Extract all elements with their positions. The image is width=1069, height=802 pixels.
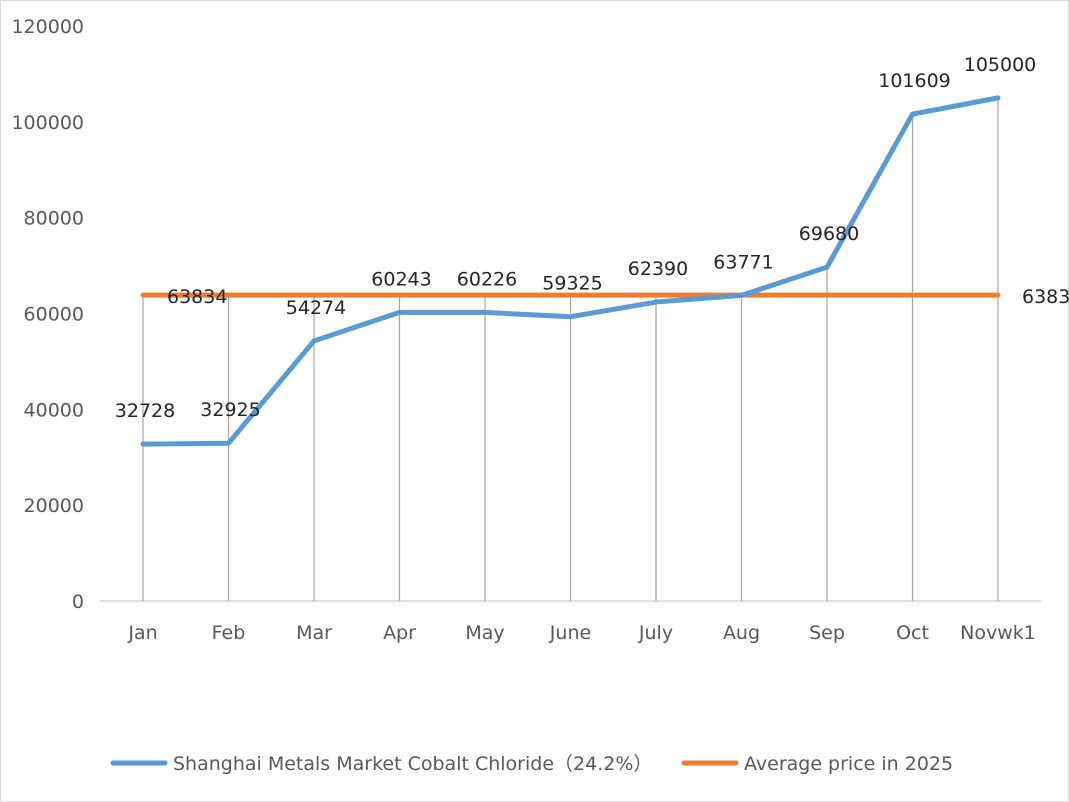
cobalt-chloride-line bbox=[140, 95, 1001, 447]
data-label: 62390 bbox=[628, 258, 688, 280]
data-label: 105000 bbox=[964, 54, 1037, 76]
x-tick-label: Aug bbox=[723, 622, 760, 644]
y-tick-label: 120000 bbox=[11, 16, 84, 38]
data-label: 59325 bbox=[542, 273, 602, 295]
x-tick-label: Feb bbox=[212, 622, 246, 644]
y-tick-label: 100000 bbox=[11, 112, 84, 134]
x-tick-label: May bbox=[465, 622, 504, 644]
data-label: 32728 bbox=[115, 400, 175, 422]
data-label: 69680 bbox=[799, 223, 859, 245]
data-label: 32925 bbox=[200, 399, 260, 421]
average-data-label: 63834 bbox=[1022, 286, 1069, 308]
y-tick-label: 40000 bbox=[24, 399, 84, 421]
data-label: 60243 bbox=[371, 268, 431, 290]
data-label: 63771 bbox=[713, 251, 773, 273]
data-label: 101609 bbox=[878, 70, 951, 92]
average-data-label: 63834 bbox=[167, 286, 227, 308]
legend-label-cobalt: Shanghai Metals Market Cobalt Chloride（2… bbox=[173, 753, 652, 775]
y-tick-label: 60000 bbox=[24, 304, 84, 326]
x-tick-label: Novwk1 bbox=[960, 622, 1036, 644]
y-tick-label: 20000 bbox=[24, 495, 84, 517]
x-tick-label: Oct bbox=[896, 622, 929, 644]
x-tick-label: Apr bbox=[383, 622, 416, 644]
y-tick-label: 80000 bbox=[24, 208, 84, 230]
legend-label-average: Average price in 2025 bbox=[744, 753, 953, 775]
x-tick-label: Sep bbox=[809, 622, 845, 644]
data-label: 60226 bbox=[457, 268, 517, 290]
x-tick-label: Mar bbox=[296, 622, 332, 644]
y-tick-label: 0 bbox=[72, 591, 84, 613]
x-tick-label: Jan bbox=[127, 622, 157, 644]
data-label: 54274 bbox=[286, 297, 346, 319]
x-tick-label: June bbox=[549, 622, 591, 644]
x-tick-label: July bbox=[638, 622, 673, 644]
